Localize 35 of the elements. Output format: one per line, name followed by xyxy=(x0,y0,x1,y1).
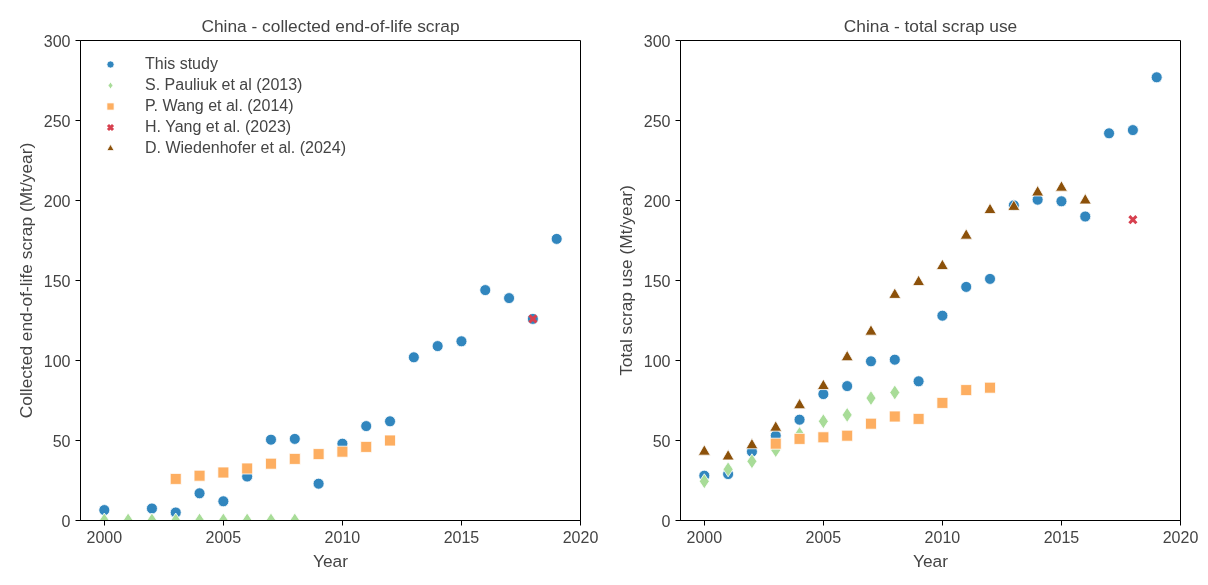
x-tick-label: 2000 xyxy=(686,528,723,546)
x-tick-label: 2020 xyxy=(562,528,599,546)
y-tick-label: 200 xyxy=(43,192,71,210)
y-tick-label: 100 xyxy=(643,352,671,370)
x-tick-label: 2005 xyxy=(205,528,242,546)
legend-label: S. Pauliuk et al (2013) xyxy=(145,76,303,94)
y-axis-title: Total scrap use (Mt/year) xyxy=(615,185,636,376)
y-tick-label: 200 xyxy=(643,192,671,210)
y-tick-label: 100 xyxy=(43,352,71,370)
x-tick-label: 2015 xyxy=(1043,528,1080,546)
y-tick-label: 250 xyxy=(643,112,671,130)
y-tick-label: 300 xyxy=(643,32,671,50)
x-axis-title: Year xyxy=(912,550,949,571)
legend-label: D. Wiedenhofer et al. (2024) xyxy=(145,139,346,157)
y-tick-label: 0 xyxy=(661,512,671,530)
y-tick-label: 250 xyxy=(43,112,71,130)
legend-label: This study xyxy=(145,55,218,73)
chart-title: China - collected end-of-life scrap xyxy=(201,15,460,36)
x-tick-label: 2010 xyxy=(924,528,961,546)
chart-title: China - total scrap use xyxy=(843,15,1018,36)
x-tick-label: 2010 xyxy=(324,528,361,546)
y-tick-label: 150 xyxy=(643,272,671,290)
x-tick-label: 2015 xyxy=(443,528,480,546)
legend-label: H. Yang et al. (2023) xyxy=(145,118,292,136)
y-tick-label: 50 xyxy=(652,432,671,450)
x-tick-label: 2005 xyxy=(805,528,842,546)
y-axis-title: Collected end-of-life scrap (Mt/year) xyxy=(15,142,36,419)
x-tick-label: 2000 xyxy=(86,528,123,546)
x-axis-title: Year xyxy=(312,550,349,571)
x-tick-label: 2020 xyxy=(1162,528,1199,546)
y-tick-label: 50 xyxy=(52,432,71,450)
y-tick-label: 150 xyxy=(43,272,71,290)
legend-label: P. Wang et al. (2014) xyxy=(145,97,294,115)
y-tick-label: 0 xyxy=(61,512,71,530)
y-tick-label: 300 xyxy=(43,32,71,50)
